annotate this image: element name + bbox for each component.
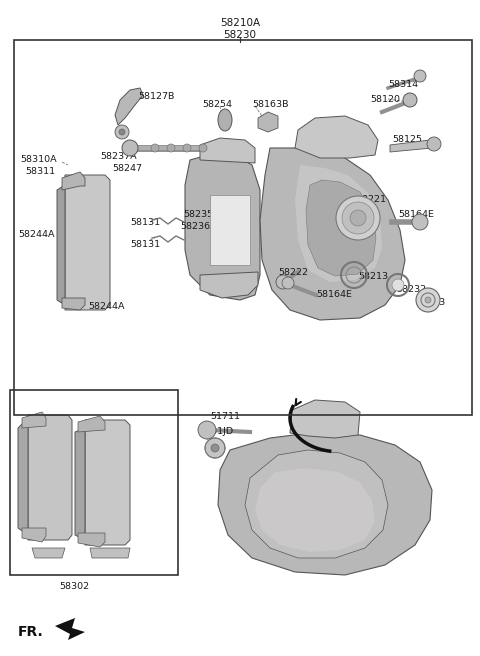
- Polygon shape: [22, 528, 46, 542]
- Circle shape: [350, 210, 366, 226]
- Circle shape: [276, 275, 290, 289]
- Polygon shape: [245, 450, 388, 558]
- Text: 58213: 58213: [358, 272, 388, 281]
- Text: 1351JD: 1351JD: [200, 427, 234, 436]
- Polygon shape: [210, 195, 250, 265]
- Polygon shape: [57, 185, 65, 305]
- Text: 58233: 58233: [415, 298, 445, 307]
- Text: 58210A: 58210A: [220, 18, 260, 28]
- Circle shape: [282, 277, 294, 289]
- Circle shape: [115, 125, 129, 139]
- Circle shape: [205, 438, 225, 458]
- Text: FR.: FR.: [18, 625, 44, 639]
- Bar: [10, 390, 178, 575]
- Text: 58120: 58120: [370, 95, 400, 104]
- Polygon shape: [306, 180, 376, 276]
- Polygon shape: [62, 298, 85, 310]
- Polygon shape: [185, 153, 260, 300]
- Circle shape: [119, 129, 125, 135]
- Text: 58222: 58222: [278, 268, 308, 277]
- Circle shape: [414, 70, 426, 82]
- Text: 58164E: 58164E: [316, 290, 352, 299]
- Circle shape: [183, 144, 191, 152]
- Text: 58221: 58221: [356, 195, 386, 204]
- Text: 58125: 58125: [392, 135, 422, 144]
- Circle shape: [199, 144, 207, 152]
- Text: 58232: 58232: [396, 285, 426, 294]
- Circle shape: [198, 421, 216, 439]
- Polygon shape: [28, 415, 72, 540]
- Polygon shape: [390, 140, 432, 152]
- Polygon shape: [260, 148, 405, 320]
- Polygon shape: [75, 428, 85, 540]
- Polygon shape: [18, 418, 28, 535]
- Ellipse shape: [218, 109, 232, 131]
- Text: 58131: 58131: [130, 218, 160, 227]
- Text: 58244A: 58244A: [88, 302, 124, 311]
- Bar: [14, 40, 472, 415]
- Polygon shape: [295, 116, 378, 158]
- Text: 58131: 58131: [130, 240, 160, 249]
- Text: 58247: 58247: [112, 164, 142, 173]
- Polygon shape: [62, 172, 85, 190]
- Ellipse shape: [416, 288, 440, 312]
- Polygon shape: [78, 533, 105, 547]
- Polygon shape: [32, 548, 65, 558]
- Polygon shape: [90, 548, 130, 558]
- Polygon shape: [22, 412, 46, 428]
- Polygon shape: [295, 165, 382, 282]
- Polygon shape: [55, 618, 85, 640]
- Polygon shape: [258, 112, 278, 132]
- Circle shape: [211, 444, 219, 452]
- Circle shape: [403, 93, 417, 107]
- Circle shape: [167, 144, 175, 152]
- Text: 58230: 58230: [224, 30, 256, 40]
- Ellipse shape: [392, 279, 404, 291]
- Polygon shape: [255, 468, 375, 552]
- Ellipse shape: [425, 297, 431, 303]
- Text: 58310A: 58310A: [20, 155, 57, 164]
- Text: 58254: 58254: [202, 100, 232, 109]
- Circle shape: [427, 137, 441, 151]
- Circle shape: [122, 140, 138, 156]
- Text: 58127B: 58127B: [138, 92, 174, 101]
- Text: 58163B: 58163B: [252, 100, 288, 109]
- Text: 58236A: 58236A: [180, 222, 216, 231]
- Text: 58237A: 58237A: [100, 152, 137, 161]
- Text: 51711: 51711: [210, 412, 240, 421]
- Polygon shape: [65, 175, 110, 310]
- Text: 58311: 58311: [25, 167, 55, 176]
- Text: 58302: 58302: [59, 582, 89, 591]
- Polygon shape: [85, 420, 130, 545]
- Circle shape: [151, 144, 159, 152]
- Polygon shape: [200, 138, 255, 163]
- Polygon shape: [78, 416, 105, 432]
- Text: 58164E: 58164E: [398, 210, 434, 219]
- Circle shape: [336, 196, 380, 240]
- Circle shape: [412, 214, 428, 230]
- Text: 58314: 58314: [388, 80, 418, 89]
- Text: 58244A: 58244A: [18, 230, 55, 239]
- Circle shape: [342, 202, 374, 234]
- Polygon shape: [200, 272, 258, 298]
- Text: 58235: 58235: [183, 210, 213, 219]
- Polygon shape: [218, 433, 432, 575]
- Polygon shape: [115, 88, 143, 125]
- Polygon shape: [290, 400, 360, 438]
